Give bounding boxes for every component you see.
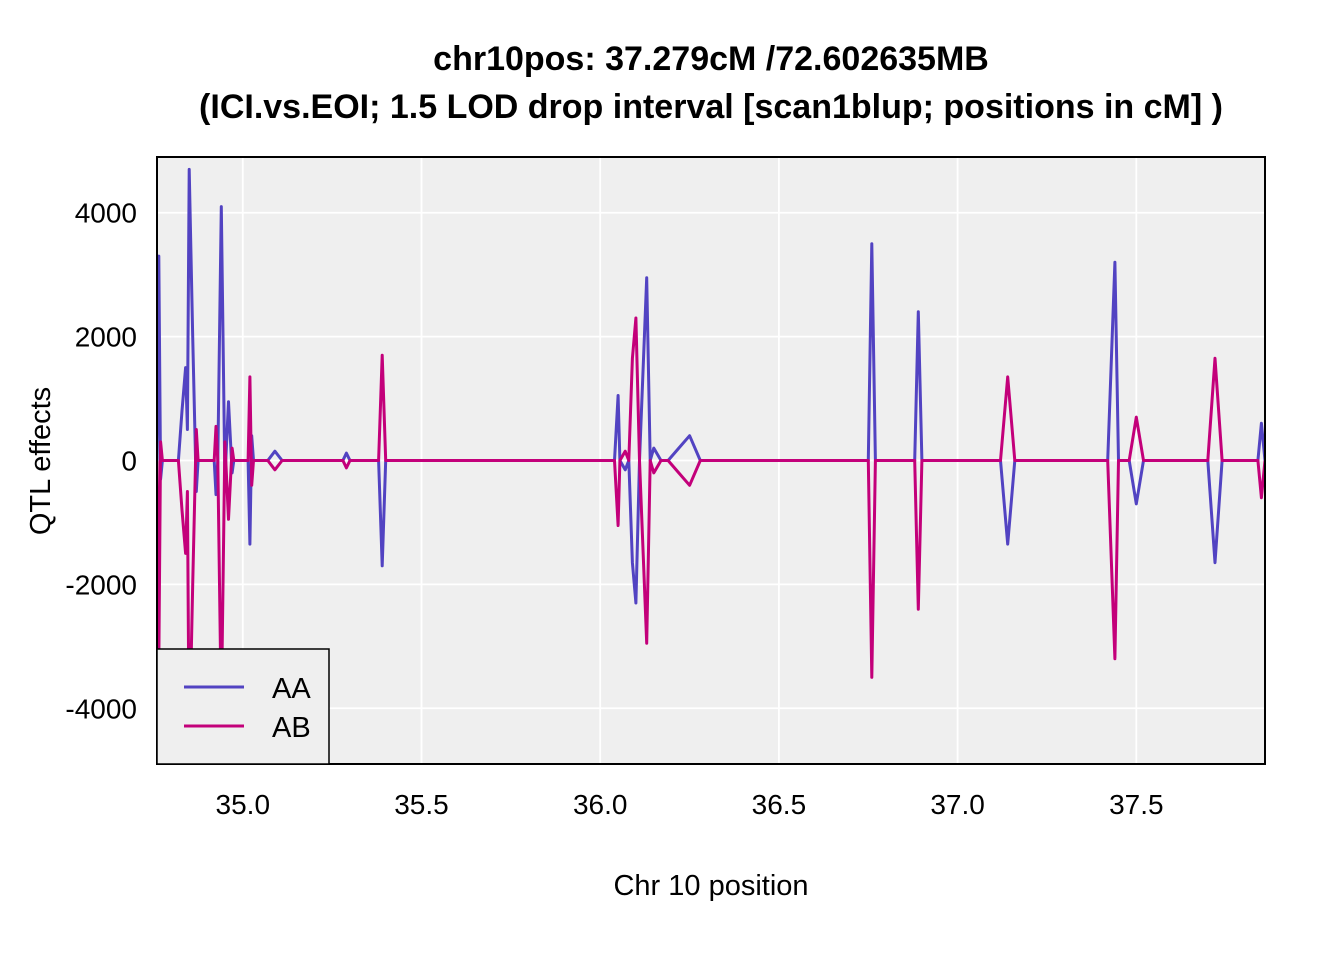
plot-border	[156, 156, 1266, 765]
y-tick-label: 2000	[75, 322, 137, 353]
y-axis-ticks: 4000 2000 0 -2000 -4000	[65, 198, 137, 725]
series-line-ab	[157, 316, 1265, 754]
x-tick-label: 37.5	[1109, 789, 1164, 820]
x-tick-label: 36.5	[752, 789, 807, 820]
legend: AA AB	[156, 648, 330, 765]
legend-label-ab: AB	[272, 712, 311, 744]
x-axis-label: Chr 10 position	[613, 870, 808, 902]
y-tick-label: -4000	[65, 693, 137, 724]
x-tick-label: 36.0	[573, 789, 628, 820]
y-axis-label: QTL effects	[25, 387, 57, 535]
legend-label-aa: AA	[272, 673, 311, 705]
x-tick-label: 35.5	[394, 789, 449, 820]
x-axis-ticks: 35.0 35.5 36.0 36.5 37.0 37.5	[216, 789, 1164, 820]
y-tick-label: 4000	[75, 198, 137, 229]
series-layer	[157, 167, 1265, 754]
x-tick-label: 35.0	[216, 789, 271, 820]
legend-box	[156, 648, 330, 765]
y-tick-label: -2000	[65, 569, 137, 600]
chart-title-line2: (ICI.vs.EOI; 1.5 LOD drop interval [scan…	[199, 88, 1223, 126]
chart-title-line1: chr10pos: 37.279cM /72.602635MB	[433, 40, 989, 78]
y-tick-label: 0	[121, 446, 137, 477]
x-tick-label: 37.0	[930, 789, 985, 820]
